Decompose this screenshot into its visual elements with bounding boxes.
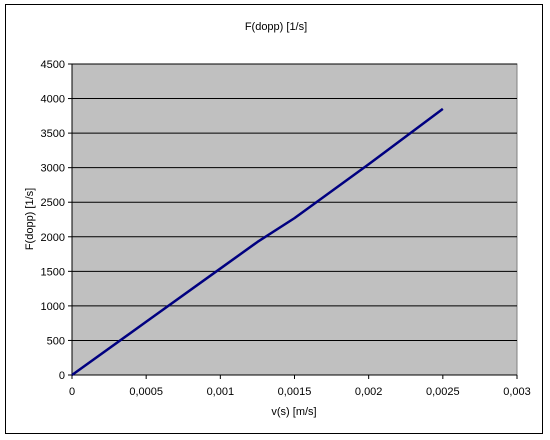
x-tick-label: 0,002 xyxy=(355,386,383,398)
series-line xyxy=(71,107,444,377)
x-tick-label: 0,0015 xyxy=(278,386,312,398)
chart-area: F(dopp) [1/s] 0 500 1000 1500 2000 2500 3000 35… xyxy=(5,4,543,434)
x-axis-label: v(s) [m/s] xyxy=(271,406,316,418)
x-tick-label: 0 xyxy=(69,386,75,398)
y-tick-label: 3500 xyxy=(41,128,65,140)
series-layer xyxy=(71,107,444,377)
y-tick-label: 3000 xyxy=(41,163,65,175)
x-tick-label: 0,001 xyxy=(207,386,235,398)
x-tick-label: 0,003 xyxy=(503,386,531,398)
y-axis-label: F(dopp) [1/s] xyxy=(24,188,36,250)
x-tick-label: 0,0025 xyxy=(426,386,460,398)
y-tick-label: 2500 xyxy=(41,197,65,209)
gridlines xyxy=(72,63,517,341)
y-tick-label: 500 xyxy=(47,335,65,347)
y-tick-label: 4000 xyxy=(41,94,65,106)
y-tick-label: 2000 xyxy=(41,232,65,244)
y-tick-label: 1000 xyxy=(41,301,65,313)
x-tick-label: 0,0005 xyxy=(129,386,163,398)
chart-title: F(dopp) [1/s] xyxy=(245,21,307,33)
y-tick-label: 0 xyxy=(59,370,65,382)
y-axis-ticks: 0 500 1000 1500 2000 2500 3000 3500 4000 4500 xyxy=(41,59,72,382)
y-tick-label: 4500 xyxy=(41,59,65,71)
y-tick-label: 1500 xyxy=(41,266,65,278)
chart-svg: F(dopp) [1/s] 0 500 1000 1500 2000 2500 3000 35… xyxy=(24,21,531,418)
x-axis-ticks: 0 0,0005 0,001 0,0015 0,002 0,0025 0,003 xyxy=(69,375,531,398)
